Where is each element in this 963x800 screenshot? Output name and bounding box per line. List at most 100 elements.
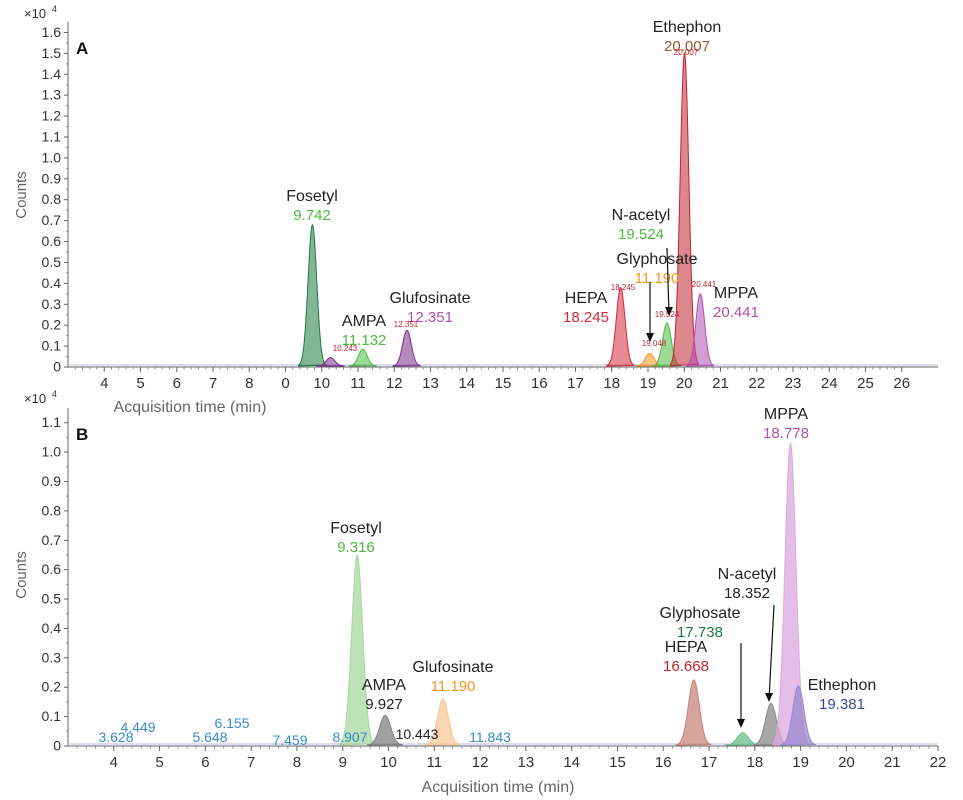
compound-name: AMPA bbox=[362, 677, 406, 694]
y-tick-label: 0.2 bbox=[42, 317, 62, 333]
retention-time-label: 9.742 bbox=[293, 207, 331, 224]
x-tick-label: 5 bbox=[155, 754, 163, 771]
x-tick-label: 19 bbox=[640, 375, 657, 392]
y-multiplier: ×10 bbox=[24, 6, 46, 21]
compound-name: N-acetyl bbox=[612, 207, 671, 224]
peak bbox=[348, 348, 377, 367]
y-multiplier-exponent: 4 bbox=[52, 4, 57, 14]
x-tick-label: 7 bbox=[247, 754, 255, 771]
compound-name: MPPA bbox=[764, 406, 808, 423]
peak bbox=[316, 357, 345, 367]
peak-annotation: 18.245 bbox=[611, 283, 636, 292]
retention-time-label: 18.778 bbox=[763, 425, 809, 442]
x-tick-label: 10 bbox=[380, 754, 397, 771]
y-tick-label: 1.0 bbox=[42, 444, 62, 460]
y-tick-label: 0.9 bbox=[42, 170, 62, 186]
minor-peak-label: 7.459 bbox=[272, 732, 307, 748]
x-tick-label: 21 bbox=[884, 754, 901, 771]
peak bbox=[675, 679, 712, 746]
x-tick-label: 10 bbox=[313, 375, 330, 392]
retention-time-label: 11.190 bbox=[635, 270, 680, 287]
x-tick-label: 20 bbox=[676, 375, 693, 392]
peak bbox=[297, 223, 328, 367]
compound-name: HEPA bbox=[665, 639, 708, 656]
minor-peak-label: 11.843 bbox=[469, 729, 511, 745]
arrow-head bbox=[646, 333, 654, 342]
compound-name: Glyphosate bbox=[660, 605, 741, 622]
y-tick-label: 1.0 bbox=[42, 149, 62, 165]
retention-time-label: 11.132 bbox=[342, 332, 387, 349]
x-tick-label: 12 bbox=[386, 375, 403, 392]
compound-name: Fosetyl bbox=[286, 188, 338, 205]
x-tick-label: 6 bbox=[173, 375, 181, 392]
x-tick-label: 13 bbox=[518, 754, 535, 771]
retention-time-label: 17.738 bbox=[677, 624, 723, 641]
peak bbox=[392, 329, 421, 367]
x-tick-label: 14 bbox=[458, 375, 475, 392]
retention-time-label: 20.007 bbox=[664, 38, 710, 55]
peak-annotation: 20.441 bbox=[692, 280, 717, 289]
compound-name: Glyphosate bbox=[617, 251, 698, 268]
peak bbox=[606, 286, 635, 367]
x-tick-label: 23 bbox=[785, 375, 802, 392]
y-tick-label: 0.1 bbox=[42, 708, 62, 724]
x-tick-label: 22 bbox=[930, 754, 947, 771]
compound-name: AMPA bbox=[342, 313, 386, 330]
y-tick-label: 0.9 bbox=[42, 473, 62, 489]
peak bbox=[724, 732, 761, 746]
x-tick-label: 9 bbox=[339, 754, 347, 771]
y-tick-label: 0.2 bbox=[42, 679, 62, 695]
arrow-n-acetyl bbox=[768, 604, 775, 701]
compound-name: HEPA bbox=[565, 290, 608, 307]
y-multiplier-exponent: 4 bbox=[52, 389, 57, 399]
x-tick-label: 8 bbox=[245, 375, 253, 392]
y-tick-label: 0.8 bbox=[42, 191, 62, 207]
compound-name: Glufosinate bbox=[413, 659, 494, 676]
y-tick-label: 0.7 bbox=[42, 212, 62, 228]
arrow-head bbox=[665, 307, 673, 316]
x-tick-label: 16 bbox=[655, 754, 672, 771]
compound-name: MPPA bbox=[714, 285, 758, 302]
y-tick-label: 0.3 bbox=[42, 649, 62, 665]
x-tick-label: 12 bbox=[472, 754, 489, 771]
y-tick-label: 0.1 bbox=[42, 338, 62, 354]
y-tick-label: 0.4 bbox=[42, 620, 62, 636]
retention-time-label: 9.316 bbox=[337, 539, 375, 556]
peak-annotation: 19.524 bbox=[655, 310, 680, 319]
arrow-n-acetyl bbox=[666, 247, 670, 315]
peak bbox=[780, 685, 817, 746]
x-tick-label: 19 bbox=[792, 754, 809, 771]
y-tick-label: 1.6 bbox=[42, 24, 62, 40]
peak bbox=[367, 714, 403, 746]
x-tick-label: 14 bbox=[563, 754, 580, 771]
x-tick-label: 4 bbox=[110, 754, 118, 771]
y-tick-label: 1.5 bbox=[42, 45, 62, 61]
retention-time-label: 16.668 bbox=[663, 658, 709, 675]
retention-time-label: 11.190 bbox=[431, 678, 476, 695]
y-tick-label: 1.1 bbox=[42, 129, 62, 145]
compound-name: Ethephon bbox=[653, 19, 722, 36]
x-tick-label: 11 bbox=[427, 754, 443, 771]
x-tick-label: 22 bbox=[748, 375, 765, 392]
x-tick-label: 15 bbox=[495, 375, 512, 392]
x-tick-label: 11 bbox=[350, 375, 366, 392]
y-tick-label: 0.7 bbox=[42, 532, 62, 548]
x-axis-title: Acquisition time (min) bbox=[422, 779, 575, 796]
x-tick-label: 4 bbox=[100, 375, 108, 392]
x-tick-label: 13 bbox=[422, 375, 439, 392]
panel-B: 0 0.1 0.2 0.3 0.4 0.5 0.6 0.7 0.8 0.9 1.0 1.1 4 5 6 7 8 9… bbox=[13, 389, 946, 796]
minor-peak-label: 5.648 bbox=[192, 729, 227, 745]
x-tick-label: 0 bbox=[281, 375, 289, 392]
x-tick-label: 24 bbox=[821, 375, 838, 392]
retention-time-label: 20.441 bbox=[713, 304, 759, 321]
retention-time-label: 18.352 bbox=[724, 585, 770, 602]
y-tick-label: 1.4 bbox=[42, 66, 62, 82]
y-tick-label: 0.5 bbox=[42, 254, 62, 270]
x-tick-label: 25 bbox=[857, 375, 874, 392]
y-tick-label: 0 bbox=[53, 359, 61, 375]
x-tick-label: 15 bbox=[609, 754, 626, 771]
compound-name: Glufosinate bbox=[390, 290, 471, 307]
x-tick-label: 5 bbox=[136, 375, 144, 392]
retention-time-label: 19.381 bbox=[819, 696, 865, 713]
x-axis-title: Acquisition time (min) bbox=[114, 399, 267, 416]
